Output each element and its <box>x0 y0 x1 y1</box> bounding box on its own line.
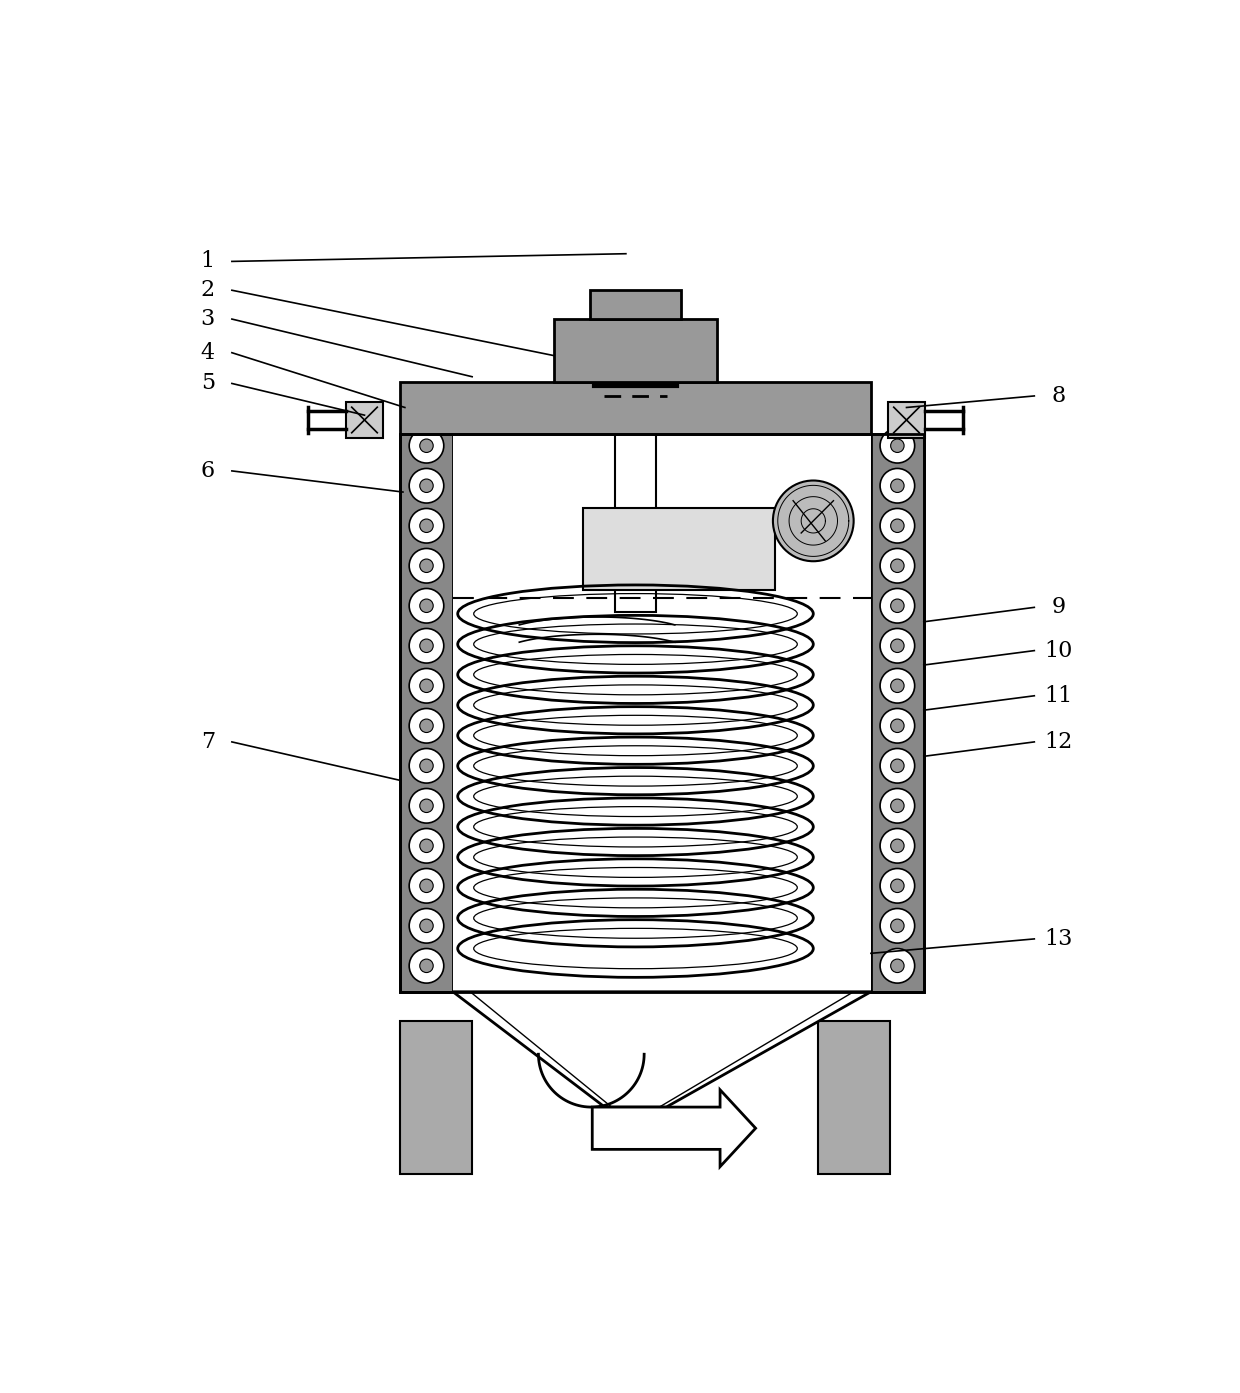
Circle shape <box>409 829 444 864</box>
Circle shape <box>409 788 444 823</box>
Circle shape <box>890 759 904 773</box>
FancyBboxPatch shape <box>888 401 925 439</box>
FancyBboxPatch shape <box>453 435 870 992</box>
Circle shape <box>890 719 904 733</box>
Text: 12: 12 <box>1044 731 1073 752</box>
Circle shape <box>880 669 915 703</box>
Circle shape <box>890 800 904 812</box>
Circle shape <box>420 439 433 453</box>
Text: 11: 11 <box>1044 685 1073 706</box>
Text: 3: 3 <box>201 308 215 330</box>
Circle shape <box>409 748 444 783</box>
FancyBboxPatch shape <box>818 1021 890 1174</box>
Circle shape <box>890 559 904 573</box>
Circle shape <box>890 599 904 613</box>
Circle shape <box>890 439 904 453</box>
Circle shape <box>420 919 433 932</box>
Circle shape <box>890 839 904 853</box>
FancyBboxPatch shape <box>346 401 383 439</box>
Text: 1: 1 <box>201 251 215 273</box>
Circle shape <box>880 588 915 623</box>
Circle shape <box>890 479 904 493</box>
Circle shape <box>420 599 433 613</box>
Circle shape <box>890 639 904 652</box>
Text: 5: 5 <box>201 372 215 394</box>
Circle shape <box>880 549 915 584</box>
Circle shape <box>420 520 433 532</box>
FancyBboxPatch shape <box>554 319 717 382</box>
Circle shape <box>409 949 444 983</box>
Circle shape <box>880 949 915 983</box>
Circle shape <box>880 508 915 543</box>
Circle shape <box>880 748 915 783</box>
Text: 4: 4 <box>201 341 215 364</box>
Circle shape <box>880 908 915 943</box>
Polygon shape <box>453 992 870 1107</box>
FancyBboxPatch shape <box>590 290 681 319</box>
Text: 9: 9 <box>1052 596 1065 618</box>
FancyBboxPatch shape <box>401 1021 472 1174</box>
Circle shape <box>409 468 444 503</box>
Circle shape <box>409 508 444 543</box>
Circle shape <box>890 879 904 893</box>
Circle shape <box>773 481 853 561</box>
Circle shape <box>890 678 904 692</box>
Circle shape <box>409 709 444 742</box>
Text: 10: 10 <box>1044 639 1073 662</box>
Circle shape <box>420 800 433 812</box>
Circle shape <box>880 429 915 462</box>
Circle shape <box>420 960 433 972</box>
Circle shape <box>420 839 433 853</box>
Circle shape <box>420 719 433 733</box>
Circle shape <box>890 919 904 932</box>
FancyBboxPatch shape <box>401 382 870 435</box>
Circle shape <box>409 429 444 462</box>
Text: 13: 13 <box>1044 928 1073 950</box>
Text: 6: 6 <box>201 460 215 482</box>
Text: 7: 7 <box>201 731 215 752</box>
Circle shape <box>880 628 915 663</box>
Circle shape <box>409 628 444 663</box>
Circle shape <box>880 709 915 742</box>
Circle shape <box>409 868 444 903</box>
FancyBboxPatch shape <box>401 435 453 992</box>
Text: 2: 2 <box>201 279 215 301</box>
Circle shape <box>420 559 433 573</box>
Circle shape <box>420 879 433 893</box>
Circle shape <box>409 669 444 703</box>
FancyBboxPatch shape <box>870 435 924 992</box>
Circle shape <box>409 588 444 623</box>
Polygon shape <box>593 1089 755 1167</box>
Text: 8: 8 <box>1052 384 1065 407</box>
Circle shape <box>420 479 433 493</box>
Circle shape <box>409 549 444 584</box>
Circle shape <box>890 960 904 972</box>
Circle shape <box>880 868 915 903</box>
Circle shape <box>890 520 904 532</box>
FancyBboxPatch shape <box>615 401 656 612</box>
Circle shape <box>880 788 915 823</box>
Circle shape <box>409 908 444 943</box>
FancyBboxPatch shape <box>583 508 775 591</box>
Circle shape <box>420 678 433 692</box>
Circle shape <box>420 639 433 652</box>
Circle shape <box>880 829 915 864</box>
Circle shape <box>420 759 433 773</box>
Circle shape <box>880 468 915 503</box>
